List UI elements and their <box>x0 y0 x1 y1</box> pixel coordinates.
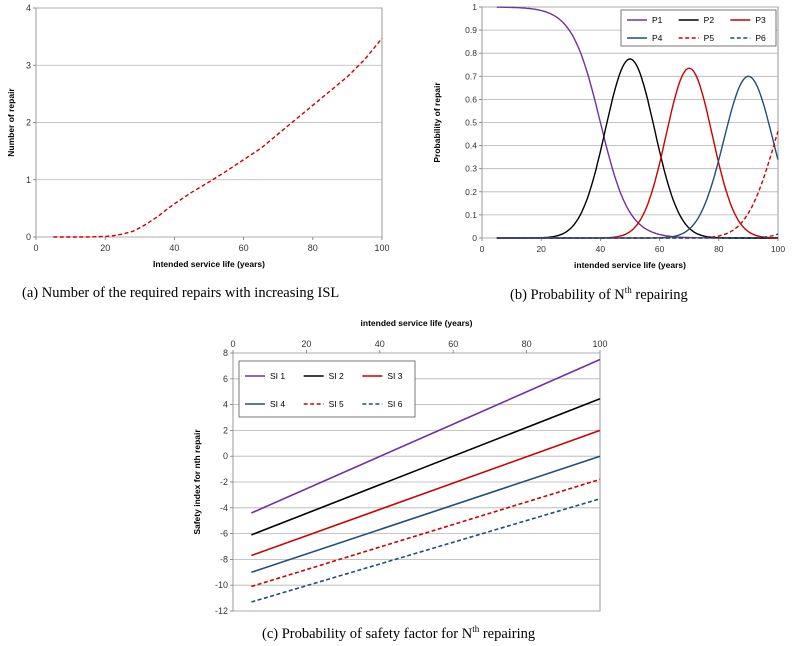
x-tick-label-b: 40 <box>596 244 606 254</box>
legend-label-p6: P6 <box>755 33 766 43</box>
caption-a: (a) Number of the required repairs with … <box>22 285 340 301</box>
caption-c-suffix: repairing <box>479 625 536 642</box>
x-tick-label-b: 100 <box>771 244 785 254</box>
legend-label-p5: P5 <box>704 33 715 43</box>
x-tick-label-c: 60 <box>448 339 458 349</box>
chart-number-of-repairs: 0 1 2 3 4 0 20 40 60 80 100 Intended service life (… <box>0 0 400 280</box>
caption-b: (b) Probability of Nth repairing <box>510 285 688 304</box>
y-tick-label-a: 0 <box>26 232 31 242</box>
x-tick-label-c: 20 <box>301 339 311 349</box>
legend-label-si4: SI 4 <box>270 399 285 409</box>
y-tick-label-b: 0.1 <box>465 210 477 220</box>
caption-c: (c) Probability of safety factor for Nth… <box>262 624 535 643</box>
y-tick-label-b: 1 <box>472 2 477 12</box>
y-axis-title-a: Number of repair <box>6 88 16 157</box>
series-line-si6 <box>251 498 601 603</box>
legend-box-b <box>620 9 777 47</box>
y-tick-label-c: -12 <box>215 606 228 616</box>
y-tick-label-c: 4 <box>223 400 228 410</box>
legend-label-si3: SI 3 <box>387 371 402 381</box>
x-tick-label-c: 40 <box>375 339 385 349</box>
y-tick-label-b: 0 <box>472 233 477 243</box>
y-tick-label-c: -8 <box>220 554 228 564</box>
y-axis-title-b: Probability of repair <box>432 82 442 163</box>
x-tick-label-c: 100 <box>592 339 607 349</box>
caption-c-sup: th <box>472 624 480 634</box>
legend-label-p2: P2 <box>704 15 715 25</box>
y-tick-label-c: 0 <box>223 451 228 461</box>
y-tick-label-b: 0.5 <box>465 118 477 128</box>
series-line-numberofrepair <box>53 37 383 238</box>
y-tick-label-b: 0.9 <box>465 25 477 35</box>
y-tick-label-b: 0.3 <box>465 164 477 174</box>
chart-b-svg: 0 0.1 0.2 0.3 0.4 0.5 0.6 0.7 0.8 0.9 1 0 20 40 60 80 10… <box>432 2 785 270</box>
caption-b-suffix: repairing <box>631 286 688 303</box>
y-axis-title-c: Safety index for nth repair <box>192 429 202 535</box>
legend-label-p3: P3 <box>755 15 766 25</box>
x-tick-label-b: 80 <box>714 244 724 254</box>
x-tick-label-a: 80 <box>308 243 318 253</box>
x-tick-label-c: 0 <box>230 339 235 349</box>
x-tick-label-b: 60 <box>655 244 665 254</box>
x-tick-label-b: 0 <box>480 244 485 254</box>
chart-probability-of-repair: 0 0.1 0.2 0.3 0.4 0.5 0.6 0.7 0.8 0.9 1 0 20 40 60 80 10… <box>402 0 800 280</box>
y-tick-label-a: 2 <box>26 118 31 128</box>
y-tick-label-c: 8 <box>223 348 228 358</box>
x-tick-label-b: 20 <box>536 244 546 254</box>
legend-label-si1: SI 1 <box>270 371 285 381</box>
x-tick-label-a: 40 <box>169 243 179 253</box>
series-line-si1 <box>251 358 601 514</box>
series-line-si2 <box>251 398 601 536</box>
legend-label-si2: SI 2 <box>329 371 344 381</box>
chart-safety-index: -12 -10 -8 -6 -4 -2 0 2 4 6 8 0 20 40 60 80 100 intended … <box>190 316 610 620</box>
legend-box-c <box>238 360 416 418</box>
y-tick-label-b: 0.2 <box>465 187 477 197</box>
series-line-p6 <box>496 233 779 239</box>
y-tick-label-a: 4 <box>26 3 31 13</box>
series-line-si4 <box>251 455 601 574</box>
y-tick-label-c: 6 <box>223 374 228 384</box>
y-tick-label-c: -4 <box>220 503 228 513</box>
y-tick-label-a: 1 <box>26 175 31 185</box>
x-tick-label-c: 80 <box>522 339 532 349</box>
y-tick-label-c: 2 <box>223 425 228 435</box>
caption-b-sup: th <box>624 285 632 295</box>
y-tick-label-c: -10 <box>215 580 228 590</box>
y-tick-label-a: 3 <box>26 60 31 70</box>
legend-label-si5: SI 5 <box>329 399 344 409</box>
x-axis-title-b: intended service life (years) <box>574 260 686 270</box>
caption-b-prefix: (b) Probability of N <box>510 286 625 303</box>
x-axis-title-a: Intended service life (years) <box>153 259 265 269</box>
series-line-si5 <box>251 478 601 588</box>
caption-c-prefix: (c) Probability of safety factor for N <box>262 625 473 642</box>
y-tick-label-b: 0.8 <box>465 48 477 58</box>
x-tick-label-a: 20 <box>100 243 110 253</box>
legend-label-p1: P1 <box>652 15 663 25</box>
legend-label-p4: P4 <box>652 33 663 43</box>
series-line-si3 <box>251 429 601 557</box>
legend-label-si6: SI 6 <box>387 399 402 409</box>
y-tick-label-b: 0.7 <box>465 71 477 81</box>
x-tick-label-a: 100 <box>374 243 389 253</box>
x-tick-label-a: 0 <box>33 243 38 253</box>
y-tick-label-b: 0.4 <box>465 141 477 151</box>
x-tick-label-a: 60 <box>239 243 249 253</box>
y-tick-label-c: -6 <box>220 529 228 539</box>
y-tick-label-c: -2 <box>220 477 228 487</box>
y-tick-label-b: 0.6 <box>465 94 477 104</box>
x-axis-title-c: intended service life (years) <box>361 318 473 328</box>
